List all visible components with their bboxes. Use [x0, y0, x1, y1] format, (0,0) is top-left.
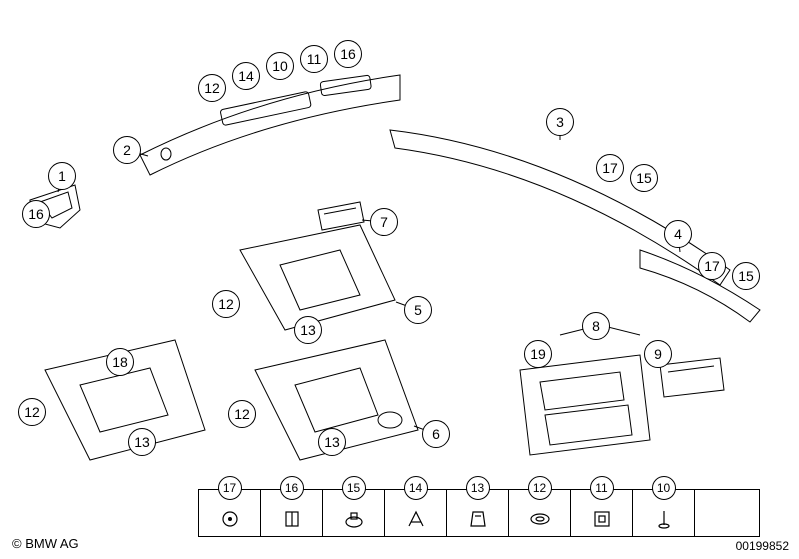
legend-cell-13: 13 — [446, 489, 508, 537]
callout-4: 4 — [664, 220, 692, 248]
callout-11: 11 — [300, 45, 328, 73]
legend-cell-15: 15 — [322, 489, 384, 537]
callout-18: 18 — [106, 348, 134, 376]
legend-callout-10: 10 — [652, 476, 676, 500]
legend-cell-17: 17 — [198, 489, 260, 537]
callout-9: 9 — [644, 340, 672, 368]
legend-callout-16: 16 — [280, 476, 304, 500]
diagram-canvas: 1162121410111631715417157125131812131213… — [0, 0, 799, 559]
legend-callout-11: 11 — [590, 476, 614, 500]
diagram-part-number: 00199852 — [736, 539, 789, 553]
retainer-icon — [467, 508, 489, 530]
legend-cell-16: 16 — [260, 489, 322, 537]
clamp-icon — [281, 508, 303, 530]
callout-12: 12 — [18, 398, 46, 426]
callout-12: 12 — [212, 290, 240, 318]
legend-callout-13: 13 — [466, 476, 490, 500]
legend-callout-14: 14 — [404, 476, 428, 500]
legend-callout-17: 17 — [218, 476, 242, 500]
parts-linework — [0, 0, 799, 559]
legend-callout-12: 12 — [528, 476, 552, 500]
callout-5: 5 — [404, 296, 432, 324]
callout-8: 8 — [582, 312, 610, 340]
callout-1: 1 — [48, 162, 76, 190]
callout-15: 15 — [732, 262, 760, 290]
callout-13: 13 — [128, 428, 156, 456]
oval-clip-icon — [529, 508, 551, 530]
callout-17: 17 — [698, 252, 726, 280]
callout-12: 12 — [228, 400, 256, 428]
callout-19: 19 — [524, 340, 552, 368]
legend-cell-12: 12 — [508, 489, 570, 537]
callout-6: 6 — [422, 420, 450, 448]
callout-14: 14 — [232, 62, 260, 90]
callout-13: 13 — [294, 316, 322, 344]
callout-2: 2 — [113, 136, 141, 164]
callout-16: 16 — [334, 40, 362, 68]
callout-3: 3 — [546, 108, 574, 136]
callout-12: 12 — [198, 74, 226, 102]
legend-arrow-cell — [694, 489, 760, 537]
grommet-icon — [343, 508, 365, 530]
arrow-icon — [716, 508, 738, 530]
callout-13: 13 — [318, 428, 346, 456]
star-clip-icon — [219, 508, 241, 530]
legend-cell-11: 11 — [570, 489, 632, 537]
copyright-text: © BMW AG — [12, 536, 79, 551]
callout-17: 17 — [596, 154, 624, 182]
callout-15: 15 — [630, 164, 658, 192]
square-clip-icon — [591, 508, 613, 530]
legend-row: 1716151413121110 — [198, 489, 760, 537]
legend-callout-15: 15 — [342, 476, 366, 500]
pin-icon — [653, 508, 675, 530]
legend-cell-10: 10 — [632, 489, 694, 537]
callout-10: 10 — [266, 52, 294, 80]
callout-7: 7 — [370, 208, 398, 236]
callout-16: 16 — [22, 200, 50, 228]
spring-clip-icon — [405, 508, 427, 530]
legend-cell-14: 14 — [384, 489, 446, 537]
